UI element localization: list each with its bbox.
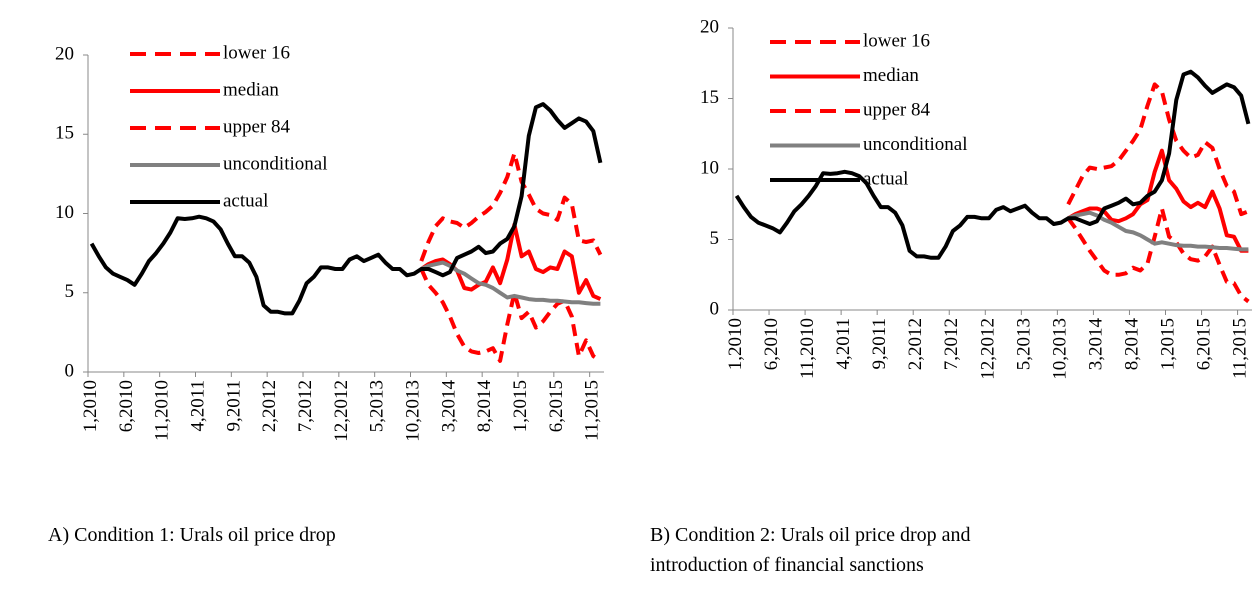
y-tick-label: 15	[55, 123, 74, 144]
y-tick-label: 10	[700, 157, 719, 178]
x-tick-label: 6,2010	[116, 380, 137, 432]
x-tick-label: 12,2012	[331, 380, 352, 442]
legend-label: upper 84	[223, 116, 291, 137]
y-tick-label: 20	[55, 43, 74, 64]
series-line	[419, 268, 602, 363]
y-tick-label: 10	[55, 202, 74, 223]
x-tick-label: 9,2011	[869, 318, 890, 370]
x-tick-label: 1,2010	[725, 318, 746, 370]
series-line	[89, 102, 603, 316]
x-tick-label: 3,2014	[438, 380, 459, 433]
x-tick-label: 10,2013	[402, 380, 423, 442]
x-tick-label: 2,2012	[905, 318, 926, 370]
x-tick-label: 9,2011	[223, 380, 244, 432]
y-tick-label: 5	[710, 228, 720, 249]
x-tick-label: 11,2010	[797, 318, 818, 379]
y-tick-label: 0	[710, 298, 720, 319]
x-tick-label: 6,2015	[1194, 318, 1215, 370]
series-line	[734, 69, 1251, 260]
y-tick-label: 5	[65, 281, 75, 302]
y-tick-label: 15	[700, 87, 719, 108]
x-tick-label: 4,2011	[833, 318, 854, 370]
legend-label: median	[863, 65, 919, 86]
x-tick-label: 5,2013	[1013, 318, 1034, 370]
x-tick-label: 1,2010	[80, 380, 101, 432]
caption: A) Condition 1: Urals oil price drop	[48, 524, 336, 546]
x-tick-label: 8,2014	[474, 380, 495, 433]
legend-label: lower 16	[223, 42, 290, 63]
x-tick-label: 11,2010	[152, 380, 173, 441]
x-tick-label: 2,2012	[259, 380, 280, 432]
x-tick-label: 7,2012	[295, 380, 316, 432]
series-line	[1066, 82, 1250, 217]
x-tick-label: 8,2014	[1121, 318, 1142, 371]
legend-label: lower 16	[863, 30, 930, 51]
legend-label: unconditional	[863, 134, 967, 155]
x-tick-label: 3,2014	[1085, 318, 1106, 371]
x-tick-label: 1,2015	[1157, 318, 1178, 370]
legend-label: unconditional	[223, 153, 327, 174]
y-tick-label: 20	[700, 16, 719, 37]
x-tick-label: 5,2013	[367, 380, 388, 432]
y-tick-label: 0	[65, 360, 75, 381]
x-tick-label: 6,2010	[761, 318, 782, 370]
x-tick-label: 11,2015	[1230, 318, 1251, 379]
legend-label: actual	[223, 190, 268, 211]
x-tick-label: 11,2015	[582, 380, 603, 441]
series-line	[419, 151, 603, 262]
x-tick-label: 4,2011	[187, 380, 208, 432]
x-tick-label: 7,2012	[941, 318, 962, 370]
x-tick-label: 10,2013	[1049, 318, 1070, 380]
x-tick-label: 1,2015	[510, 380, 531, 432]
legend-label: upper 84	[863, 99, 931, 120]
series-line	[1067, 148, 1249, 253]
caption: B) Condition 2: Urals oil price drop and…	[650, 524, 971, 576]
series-line	[1066, 206, 1250, 304]
x-tick-label: 6,2015	[546, 380, 567, 432]
legend-label: median	[223, 79, 279, 100]
x-tick-label: 12,2012	[977, 318, 998, 380]
legend-label: actual	[863, 168, 908, 189]
